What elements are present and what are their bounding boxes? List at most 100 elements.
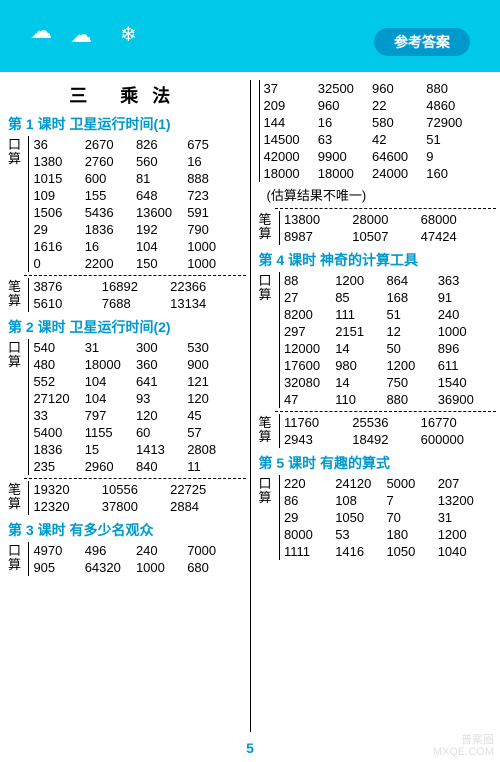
cell: 1540 bbox=[438, 374, 489, 391]
cell: 10556 bbox=[102, 481, 170, 498]
table-row: 38761689222366 bbox=[33, 278, 238, 295]
cell: 88 bbox=[284, 272, 335, 289]
bisuan-label: 笔算 bbox=[259, 414, 273, 444]
cell: 480 bbox=[33, 356, 84, 373]
cell: 1050 bbox=[335, 509, 386, 526]
cell: 180 bbox=[386, 526, 437, 543]
cell: 120 bbox=[136, 407, 187, 424]
cell: 16 bbox=[187, 153, 238, 170]
cell: 24120 bbox=[335, 475, 386, 492]
cell: 47 bbox=[284, 391, 335, 408]
cell: 27 bbox=[284, 289, 335, 306]
cell: 207 bbox=[438, 475, 489, 492]
watermark-line: 普案圈 bbox=[433, 734, 494, 746]
cell: 1000 bbox=[438, 323, 489, 340]
cell: 18000 bbox=[85, 356, 136, 373]
cell: 723 bbox=[187, 187, 238, 204]
cell: 880 bbox=[386, 391, 437, 408]
table-row: 220241205000207 bbox=[284, 475, 489, 492]
cell: 530 bbox=[187, 339, 238, 356]
table-row: 291836192790 bbox=[33, 221, 238, 238]
kousuan-label: 口算 bbox=[8, 542, 22, 572]
cell: 31 bbox=[85, 339, 136, 356]
cell: 192 bbox=[136, 221, 187, 238]
cell: 14 bbox=[335, 374, 386, 391]
cell: 1200 bbox=[438, 526, 489, 543]
cell: 32500 bbox=[318, 80, 372, 97]
table-row: 180001800024000160 bbox=[264, 165, 481, 182]
cell: 150 bbox=[136, 255, 187, 272]
cell: 29 bbox=[33, 221, 84, 238]
answer-badge: 参考答案 bbox=[374, 28, 470, 56]
table-row: 120001450896 bbox=[284, 340, 489, 357]
cell: 2200 bbox=[85, 255, 136, 272]
table-row: 905643201000680 bbox=[33, 559, 238, 576]
cell: 64600 bbox=[372, 148, 426, 165]
separator bbox=[275, 411, 497, 412]
cell: 611 bbox=[438, 357, 489, 374]
table-row: 5610768813134 bbox=[33, 295, 238, 312]
cell: 2808 bbox=[187, 441, 238, 458]
cell: 209 bbox=[264, 97, 318, 114]
cell: 42000 bbox=[264, 148, 318, 165]
cell: 45 bbox=[187, 407, 238, 424]
kousuan-table: 3732500960880209960224860144165807290014… bbox=[259, 80, 481, 182]
cell: 826 bbox=[136, 136, 187, 153]
cell: 12000 bbox=[284, 340, 335, 357]
snowflake-icon: ❄ bbox=[120, 22, 137, 47]
cell: 16892 bbox=[102, 278, 170, 295]
cell: 93 bbox=[136, 390, 187, 407]
cell: 1000 bbox=[187, 238, 238, 255]
cell: 121 bbox=[187, 373, 238, 390]
cell: 300 bbox=[136, 339, 187, 356]
cell: 29 bbox=[284, 509, 335, 526]
cell: 68000 bbox=[421, 211, 489, 228]
right-column: 3732500960880209960224860144165807290014… bbox=[251, 80, 500, 732]
cell: 4970 bbox=[33, 542, 84, 559]
cell: 13134 bbox=[170, 295, 238, 312]
cell: 7 bbox=[386, 492, 437, 509]
cell: 64320 bbox=[85, 559, 136, 576]
bisuan-label: 笔算 bbox=[259, 211, 273, 241]
cell: 36 bbox=[33, 136, 84, 153]
cell: 109 bbox=[33, 187, 84, 204]
cell: 360 bbox=[136, 356, 187, 373]
cell: 33 bbox=[33, 407, 84, 424]
cell: 5000 bbox=[386, 475, 437, 492]
bisuan-label: 笔算 bbox=[8, 481, 22, 511]
table-row: 1441658072900 bbox=[264, 114, 481, 131]
cell: 540 bbox=[33, 339, 84, 356]
cell: 60 bbox=[136, 424, 187, 441]
cell: 960 bbox=[372, 80, 426, 97]
cell: 57 bbox=[187, 424, 238, 441]
table-row: 138002800068000 bbox=[284, 211, 489, 228]
cell: 880 bbox=[426, 80, 480, 97]
kousuan-table: 2202412050002078610871320029105070318000… bbox=[279, 475, 489, 560]
cell: 900 bbox=[187, 356, 238, 373]
cell: 840 bbox=[136, 458, 187, 475]
cell: 31 bbox=[438, 509, 489, 526]
kousuan-label: 口算 bbox=[8, 136, 22, 166]
cell: 24000 bbox=[372, 165, 426, 182]
cell: 37 bbox=[264, 80, 318, 97]
cell: 905 bbox=[33, 559, 84, 576]
cell: 235 bbox=[33, 458, 84, 475]
table-row: 209960224860 bbox=[264, 97, 481, 114]
cell: 240 bbox=[438, 306, 489, 323]
cell: 580 bbox=[372, 114, 426, 131]
separator bbox=[24, 478, 246, 479]
cell: 675 bbox=[187, 136, 238, 153]
cell: 1015 bbox=[33, 170, 84, 187]
table-row: 540011556057 bbox=[33, 424, 238, 441]
cell: 16 bbox=[318, 114, 372, 131]
cell: 110 bbox=[335, 391, 386, 408]
cell: 104 bbox=[136, 238, 187, 255]
bisuan-label: 笔算 bbox=[8, 278, 22, 308]
cell: 8987 bbox=[284, 228, 352, 245]
content-area: 三 乘法 第 1 课时 卫星运行时间(1) 口算 362670826675138… bbox=[0, 72, 500, 732]
table-row: 176009801200611 bbox=[284, 357, 489, 374]
table-row: 12320378002884 bbox=[33, 498, 238, 515]
cell: 864 bbox=[386, 272, 437, 289]
cloud-icon: ☁ bbox=[70, 22, 92, 48]
cell: 1836 bbox=[33, 441, 84, 458]
